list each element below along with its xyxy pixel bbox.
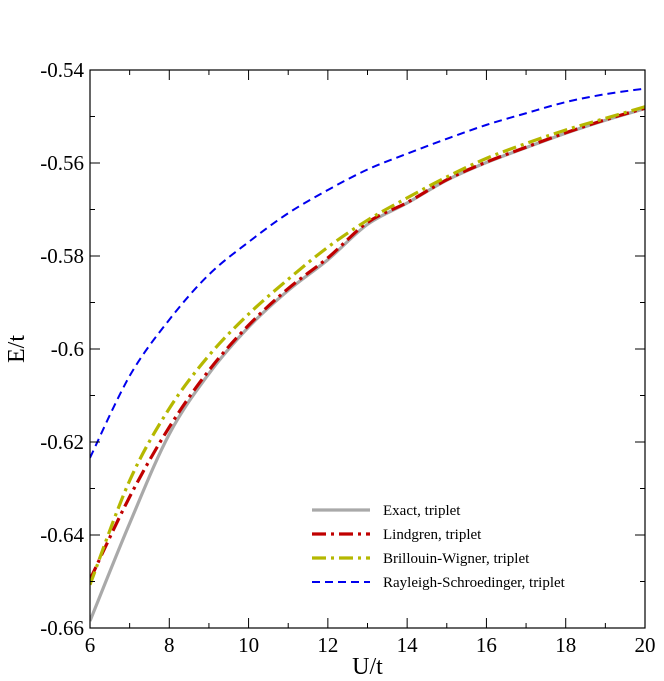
x-tick-label: 10 (238, 633, 259, 657)
y-tick-label: -0.58 (40, 244, 84, 268)
series-line-brillouin-wigner (90, 105, 645, 586)
legend-label: Lindgren, triplet (383, 527, 482, 543)
x-tick-label: 12 (317, 633, 338, 657)
legend: Exact, triplet Lindgren, triplet Brillouin… (312, 503, 566, 591)
legend-label: Exact, triplet (383, 503, 461, 519)
series-line-lindgren (90, 106, 645, 581)
x-tick-label: 8 (164, 633, 175, 657)
y-tick-label: -0.6 (51, 337, 84, 361)
x-tick-label: 14 (397, 633, 419, 657)
x-axis-title: U/t (352, 654, 383, 680)
plot-frame (89, 69, 646, 629)
y-tick-label: -0.54 (40, 58, 84, 82)
y-tick-label: -0.64 (40, 523, 84, 547)
x-tick-label: 20 (635, 633, 656, 657)
series-line-exact (90, 107, 645, 622)
x-tick-label: 16 (476, 633, 497, 657)
series-line-rayleigh-schroedinger (90, 87, 645, 459)
x-tick-label: 18 (555, 633, 576, 657)
y-axis-title: E/t (4, 335, 30, 363)
y-tick-label: -0.56 (40, 151, 84, 175)
ticks-layer: 6 8 10 12 14 16 18 20 -0.66 -0.64 -0.62 -0.6 -0.58 -0… (40, 58, 655, 657)
legend-label: Rayleigh-Schroedinger, triplet (383, 575, 566, 591)
legend-label: Brillouin-Wigner, triplet (383, 551, 530, 567)
y-tick-label: -0.66 (40, 616, 84, 640)
series-layer (90, 87, 645, 622)
x-tick-label: 6 (85, 633, 96, 657)
y-tick-label: -0.62 (40, 430, 84, 454)
